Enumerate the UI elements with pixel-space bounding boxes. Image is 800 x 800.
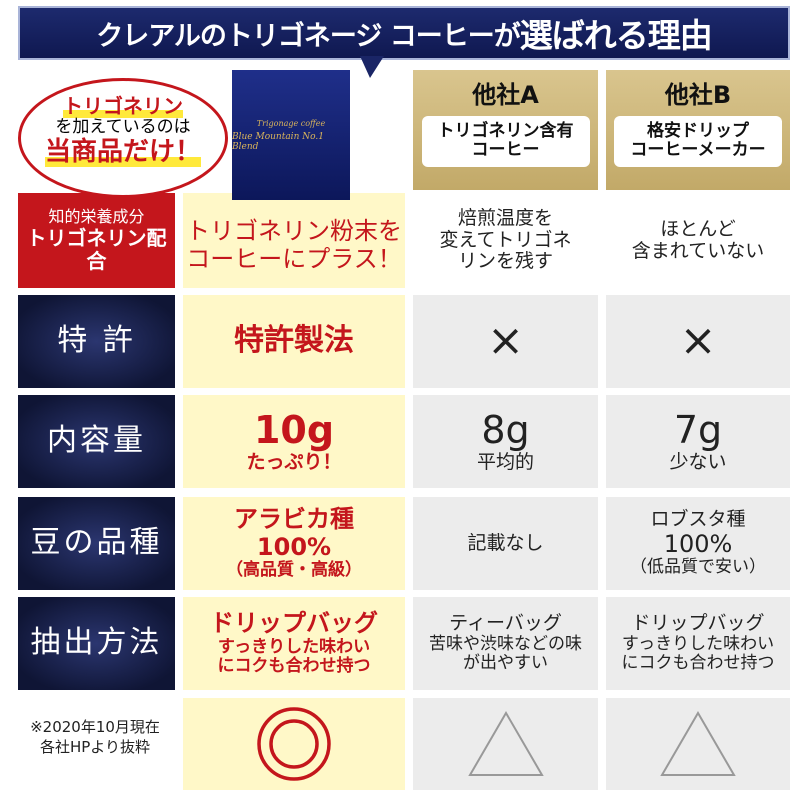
package-brand: Trigonage coffee bbox=[256, 118, 326, 128]
cell-line: 7g bbox=[673, 407, 723, 452]
header-company-a: 他社A トリゴネリン含有 コーヒー bbox=[413, 70, 598, 190]
label-line: トリゴネリン配合 bbox=[26, 225, 167, 273]
cell-line: 苦味や渋味などの味が出やすい bbox=[429, 633, 582, 674]
a-bean: 記載なし bbox=[413, 497, 598, 590]
b-trigonelline: ほとんど 含まれていない bbox=[606, 193, 790, 288]
double-circle-icon bbox=[257, 707, 331, 781]
cell-line: 少ない bbox=[669, 451, 727, 474]
cell-line: 変えてトリゴネ bbox=[439, 228, 572, 251]
cell-line: ドリップバッグ bbox=[210, 609, 378, 638]
header-company-b: 他社B 格安ドリップ コーヒーメーカー bbox=[606, 70, 790, 190]
banner-pointer bbox=[360, 56, 384, 78]
company-a-name: 他社A bbox=[472, 81, 539, 109]
triangle-icon bbox=[660, 711, 736, 776]
b-method: ドリップバッグ すっきりした味わいにコクも合わせ持つ bbox=[606, 597, 790, 690]
company-a-desc: トリゴネリン含有 コーヒー bbox=[421, 115, 590, 167]
footnote: ※2020年10月現在 各社HPより抜粋 bbox=[10, 718, 180, 757]
ours-bean: アラビカ種 100% （高品質・高級） bbox=[183, 497, 405, 590]
label-patent: 特 許 bbox=[18, 295, 175, 388]
b-rating bbox=[606, 698, 790, 790]
cell-line: にコクも合わせ持つ bbox=[217, 656, 371, 677]
product-package-image: Trigonage coffee Blue Mountain No.1 Blend bbox=[232, 70, 350, 200]
b-bean: ロブスタ種 100% （低品質で安い） bbox=[606, 497, 790, 590]
title-banner: クレアルのトリゴネージ コーヒーが 選ばれる理由 bbox=[18, 6, 790, 60]
cell-line: コーヒーにプラス！ bbox=[186, 244, 402, 273]
cell-line: ロブスタ種 bbox=[650, 508, 746, 530]
title-text: クレアルのトリゴネージ コーヒーが bbox=[96, 20, 521, 52]
cross-icon: × bbox=[606, 295, 790, 388]
label-content: 内容量 bbox=[18, 395, 175, 488]
cell-line: リンを残す bbox=[457, 250, 553, 273]
a-method: ティーバッグ 苦味や渋味などの味が出やすい bbox=[413, 597, 598, 690]
label-bean: 豆の品種 bbox=[18, 497, 175, 590]
label-line: 知的栄養成分 bbox=[48, 207, 145, 227]
bubble-line: トリゴネリン bbox=[63, 94, 183, 118]
cell-line: トリゴネリン粉末を bbox=[186, 216, 402, 245]
cell-line: 100% bbox=[256, 532, 332, 561]
bubble-line: を加えているのは bbox=[55, 117, 191, 137]
cell-line: ティーバッグ bbox=[449, 612, 562, 635]
cell-line: 含まれていない bbox=[631, 239, 765, 262]
cell-line: ほとんど bbox=[660, 217, 736, 240]
cell-line: アラビカ種 bbox=[234, 505, 354, 534]
package-name: Blue Mountain No.1 Blend bbox=[232, 131, 324, 152]
a-trigonelline: 焙煎温度を 変えてトリゴネ リンを残す bbox=[413, 193, 598, 288]
cell-line: 8g bbox=[481, 407, 530, 452]
cell-line: 100% bbox=[663, 529, 733, 558]
cell-line: すっきりした味わい bbox=[217, 636, 371, 657]
bubble-line: 当商品だけ！ bbox=[44, 136, 201, 168]
cell-line: （低品質で安い） bbox=[630, 557, 766, 578]
a-content: 8g 平均的 bbox=[413, 395, 598, 488]
ours-content: 10g たっぷり！ bbox=[183, 395, 405, 488]
ours-trigonelline: トリゴネリン粉末を コーヒーにプラス！ bbox=[183, 193, 405, 288]
ours-method: ドリップバッグ すっきりした味わい にコクも合わせ持つ bbox=[183, 597, 405, 690]
company-b-name: 他社B bbox=[664, 81, 732, 109]
a-rating bbox=[413, 698, 598, 790]
cell-line: ドリップバッグ bbox=[631, 612, 765, 635]
ours-patent: 特許製法 bbox=[183, 295, 405, 388]
label-method: 抽出方法 bbox=[18, 597, 175, 690]
speech-bubble: トリゴネリン を加えているのは 当商品だけ！ bbox=[18, 78, 228, 198]
cross-icon: × bbox=[413, 295, 598, 388]
note-line: 各社HPより抜粋 bbox=[39, 737, 151, 756]
label-trigonelline: 知的栄養成分 トリゴネリン配合 bbox=[18, 193, 175, 288]
cell-line: （高品質・高級） bbox=[226, 560, 362, 581]
note-line: ※2020年10月現在 bbox=[30, 718, 160, 736]
b-content: 7g 少ない bbox=[606, 395, 790, 488]
cell-line: 焙煎温度を bbox=[457, 206, 553, 229]
cell-line: 平均的 bbox=[476, 451, 534, 474]
triangle-icon bbox=[467, 711, 544, 776]
cell-line: たっぷり！ bbox=[246, 451, 342, 474]
cell-line: 10g bbox=[253, 407, 335, 452]
company-b-desc: 格安ドリップ コーヒーメーカー bbox=[614, 115, 782, 167]
title-emphasis: 選ばれる理由 bbox=[519, 16, 713, 55]
cell-line: すっきりした味わいにコクも合わせ持つ bbox=[621, 633, 775, 674]
ours-rating bbox=[183, 698, 405, 790]
